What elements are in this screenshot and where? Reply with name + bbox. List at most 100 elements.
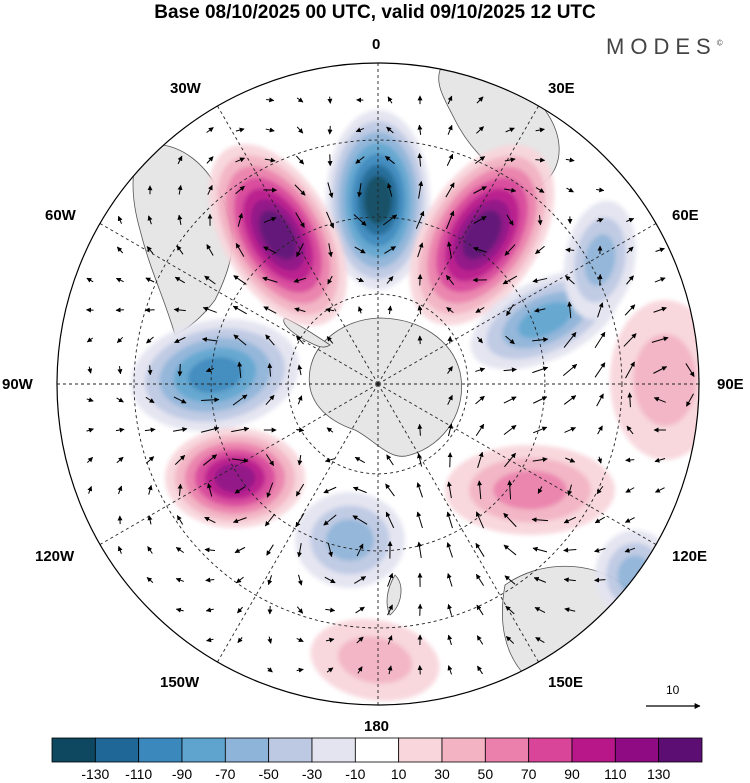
wind-vector <box>86 337 94 343</box>
wind-vector <box>87 366 93 374</box>
map-border <box>56 62 700 706</box>
wind-vector <box>205 577 215 583</box>
wind-vector <box>535 187 545 193</box>
wind-vector <box>173 396 187 404</box>
wind-vector <box>654 457 666 463</box>
wind-vector <box>504 187 517 193</box>
wind-vector <box>477 665 483 675</box>
wind-vector <box>475 395 485 405</box>
wind-vector <box>597 273 603 286</box>
wind-vector <box>87 485 93 494</box>
wind-vector <box>237 361 243 378</box>
wind-vectors <box>85 95 695 675</box>
wind-vector <box>503 512 517 528</box>
colorbar-tick-label: -70 <box>215 766 236 782</box>
wind-vector <box>355 156 365 164</box>
wind-vector <box>653 366 668 374</box>
wind-vector <box>534 607 546 613</box>
wind-vector <box>177 483 183 496</box>
wind-vector <box>353 214 367 226</box>
wind-vector <box>204 275 216 285</box>
wind-vector <box>417 453 423 467</box>
wind-vector <box>86 397 94 403</box>
wind-vector <box>474 156 486 164</box>
wind-vector <box>145 396 155 404</box>
wind-vector <box>147 365 153 376</box>
wind-vector <box>531 517 548 523</box>
wind-vector <box>565 457 576 463</box>
wind-vector <box>503 367 517 373</box>
wind-vector <box>596 393 604 407</box>
anomaly-contour <box>363 175 393 225</box>
wind-vector <box>327 243 333 258</box>
wind-vector <box>297 395 303 405</box>
wind-vector <box>294 184 306 196</box>
colorbar-swatch <box>138 737 183 763</box>
wind-vector <box>296 97 304 103</box>
wind-vector <box>147 515 153 525</box>
wind-vector <box>446 542 453 558</box>
wind-vector <box>266 97 275 103</box>
wind-vector <box>532 457 548 463</box>
wind-vector <box>116 336 124 344</box>
wind-vector <box>296 637 304 643</box>
wind-vector <box>625 487 635 493</box>
wind-vector <box>357 183 363 198</box>
colorbar-tick-label: -90 <box>171 766 193 782</box>
wind-vector <box>532 277 548 284</box>
colorbar-tick-label: 50 <box>477 766 494 782</box>
wind-vector <box>295 512 305 528</box>
wind-vector <box>117 215 123 224</box>
wind-vector <box>297 364 303 376</box>
wind-vector <box>651 336 669 343</box>
wind-vector <box>476 604 484 616</box>
wind-vector <box>147 546 153 554</box>
wind-vector <box>535 637 545 643</box>
wind-vector <box>327 96 333 104</box>
wind-vector <box>174 336 186 344</box>
wind-vector <box>387 604 393 616</box>
wind-vector <box>504 157 516 163</box>
wind-vector <box>387 96 393 104</box>
colorbar-swatch <box>94 737 140 763</box>
wind-vector <box>475 542 485 557</box>
brand-mark: © <box>716 38 723 48</box>
brand-name: MODES <box>606 34 717 59</box>
wind-vector <box>627 392 633 408</box>
wind-vector <box>235 127 245 133</box>
wind-vector <box>594 547 606 553</box>
wind-vector <box>445 210 455 230</box>
wind-vector <box>565 247 575 253</box>
wind-vector <box>533 426 548 434</box>
wind-vector <box>266 544 274 556</box>
wind-vector <box>415 210 425 229</box>
wind-vector <box>86 427 94 433</box>
wind-vector <box>417 242 424 258</box>
wind-vector <box>475 307 485 313</box>
chart-title: Base 08/10/2025 00 UTC, valid 09/10/2025… <box>154 2 596 23</box>
wind-vector <box>504 244 516 256</box>
latitude-circle <box>287 293 469 475</box>
lon-label-150w: 150W <box>160 674 200 691</box>
wind-vector <box>206 244 214 256</box>
wind-vector <box>563 577 576 583</box>
wind-vector <box>653 306 667 313</box>
wind-vector <box>86 277 94 283</box>
wind-vector <box>296 427 305 433</box>
wind-vector <box>653 397 666 403</box>
wind-vector <box>532 366 549 374</box>
wind-vector <box>235 157 246 163</box>
colorbar-swatch <box>311 737 356 763</box>
wind-vector <box>117 545 123 554</box>
wind-vector <box>386 276 394 284</box>
wind-vector <box>386 182 393 197</box>
wind-vector <box>626 275 634 285</box>
wind-vector <box>417 274 423 286</box>
colorbar-swatch <box>441 737 486 763</box>
latitude-circle <box>210 216 546 552</box>
wind-vector <box>145 456 155 464</box>
anomaly-contour <box>617 555 653 595</box>
colorbar <box>51 737 703 763</box>
wind-vector <box>293 277 307 283</box>
anomaly-contour <box>633 334 697 426</box>
